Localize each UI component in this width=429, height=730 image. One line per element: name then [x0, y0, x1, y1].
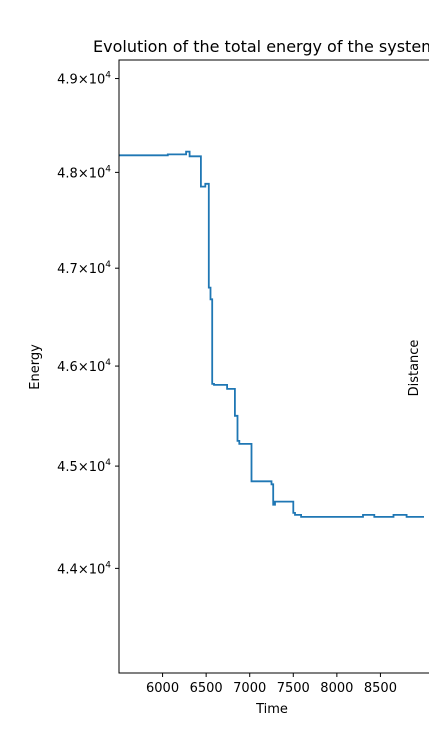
x-tick-label: 8000: [320, 681, 353, 696]
y-tick-label: 4.8×104: [57, 164, 111, 181]
axes-frame: [119, 60, 429, 673]
y-tick-label: 4.4×104: [57, 560, 111, 577]
energy-series-line: [119, 152, 424, 517]
y-axis-label: Energy: [28, 344, 43, 390]
y-tick-label: 4.7×104: [57, 260, 111, 277]
x-tick-label: 6500: [190, 681, 223, 696]
x-tick-label: 7500: [277, 681, 310, 696]
y-tick-label: 4.6×104: [57, 358, 111, 375]
plot-area: [119, 60, 429, 673]
x-tick-label: 7000: [233, 681, 266, 696]
x-axis-label: Time: [255, 702, 288, 717]
x-axis-ticks: 6000 6500 7000 7500 8000 8500: [146, 673, 397, 696]
y-tick-label: 4.9×104: [57, 71, 111, 88]
x-tick-label: 8500: [364, 681, 397, 696]
x-tick-label: 6000: [146, 681, 179, 696]
y-axis-ticks: 4.4×104 4.5×104 4.6×104 4.7×104 4.8×104 4.9×1…: [57, 71, 119, 578]
chart-title: Evolution of the total energy of the sys…: [93, 37, 429, 56]
y-tick-label: 4.5×104: [57, 458, 111, 475]
distance-axis-label: Distance: [407, 340, 422, 397]
